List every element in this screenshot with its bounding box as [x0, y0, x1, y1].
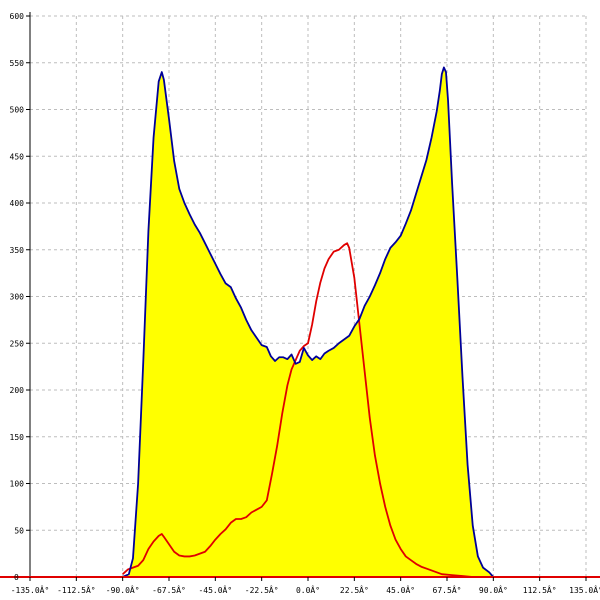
x-tick-label: -67.5Â°: [152, 584, 186, 595]
y-tick-label: 150: [10, 433, 25, 442]
y-tick-label-zero: 0: [14, 573, 19, 582]
y-tick-label: 50: [14, 526, 24, 535]
y-tick-label: 200: [10, 386, 25, 395]
y-tick-label: 550: [10, 59, 25, 68]
x-tick-label: -22.5Â°: [245, 584, 279, 595]
x-tick-label: 22.5Â°: [340, 584, 369, 595]
series-1-line: [122, 66, 495, 578]
y-tick-label: 500: [10, 106, 25, 115]
y-tick-label: 300: [10, 293, 25, 302]
x-tick-label: -90.0Â°: [106, 584, 140, 595]
y-tick-label: 600: [10, 12, 25, 21]
y-tick-label: 450: [10, 152, 25, 161]
x-tick-label: 135.0Â°: [569, 584, 600, 595]
x-tick-label: 0.0Â°: [296, 584, 320, 595]
x-tick-label: -45.0Â°: [198, 584, 232, 595]
x-tick-label: 45.0Â°: [386, 584, 415, 595]
x-tick-label: -112.5Â°: [57, 584, 96, 595]
y-tick-label: 250: [10, 339, 25, 348]
area-fill: [122, 67, 494, 578]
y-tick-label: 100: [10, 480, 25, 489]
series-2-line: [122, 242, 494, 578]
x-tick-label: 67.5Â°: [433, 584, 462, 595]
x-tick-label: 90.0Â°: [479, 584, 508, 595]
x-tick-label: 112.5Â°: [523, 584, 557, 595]
x-tick-label: -135.0Â°: [11, 584, 50, 595]
y-tick-label: 350: [10, 246, 25, 255]
y-tick-label: 400: [10, 199, 25, 208]
